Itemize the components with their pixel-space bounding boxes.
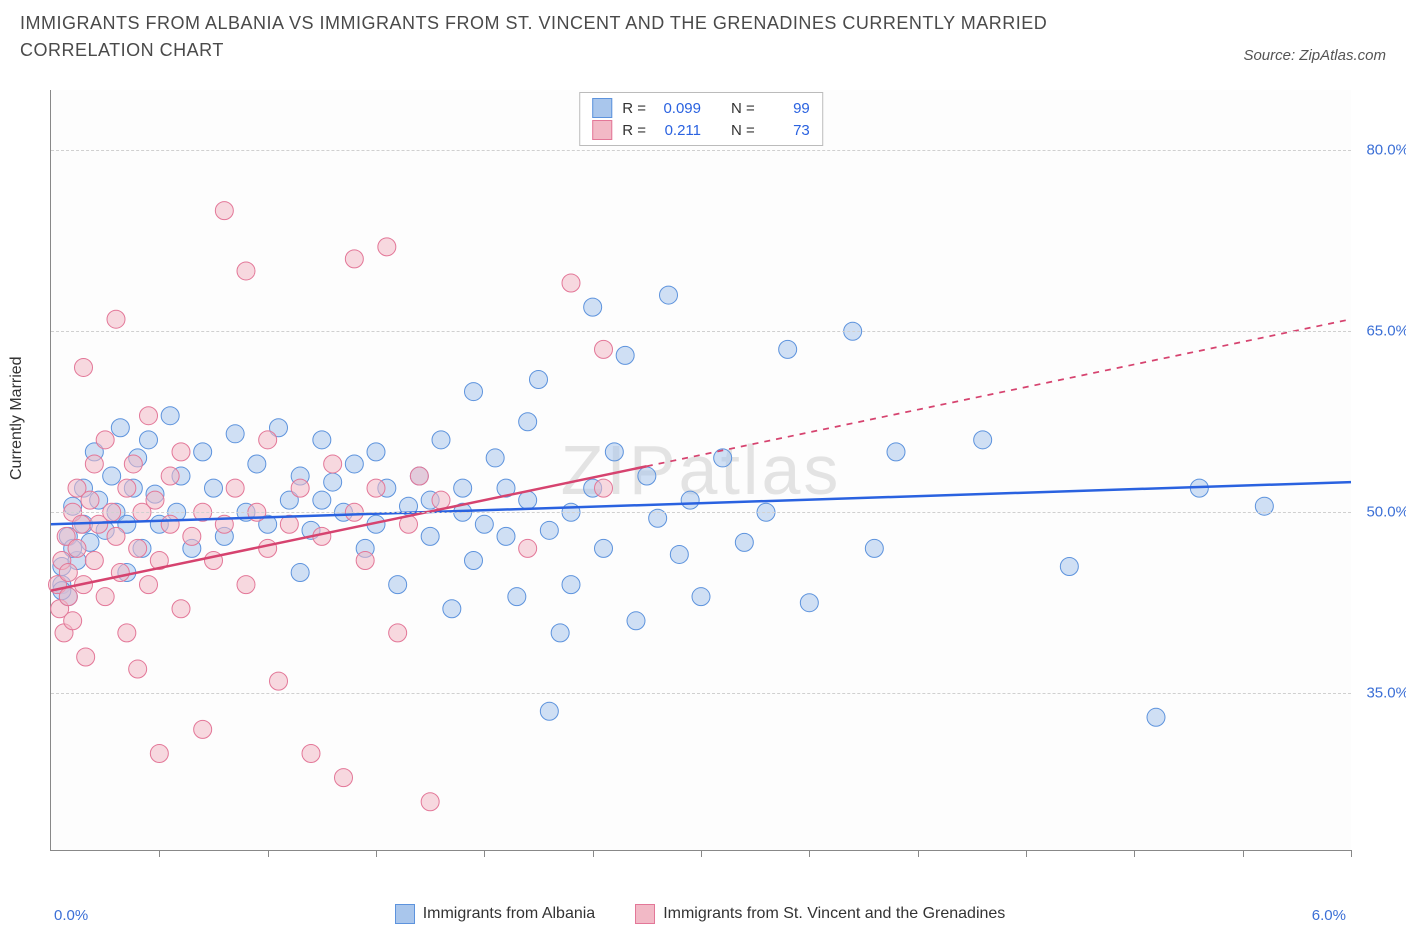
legend-label-stvincent: Immigrants from St. Vincent and the Gren…	[663, 905, 1005, 923]
legend-label-albania: Immigrants from Albania	[423, 905, 596, 923]
chart-plot-area: ZIPatlas R = 0.099 N = 99 R = 0.211 N = …	[50, 90, 1351, 851]
legend-item-albania: Immigrants from Albania	[395, 904, 596, 924]
r-label: R =	[622, 100, 646, 117]
n-value-albania: 99	[765, 100, 810, 117]
stats-legend: R = 0.099 N = 99 R = 0.211 N = 73	[579, 92, 823, 146]
y-tick-label: 35.0%	[1366, 685, 1406, 702]
x-axis-max: 6.0%	[1312, 907, 1346, 924]
y-tick-label: 80.0%	[1366, 142, 1406, 159]
source-label: Source: ZipAtlas.com	[1243, 47, 1386, 64]
x-tick	[1134, 850, 1135, 857]
stats-row-stvincent: R = 0.211 N = 73	[592, 120, 810, 140]
swatch-stvincent	[635, 904, 655, 924]
gridline	[51, 331, 1351, 332]
x-tick	[484, 850, 485, 857]
stats-row-albania: R = 0.099 N = 99	[592, 98, 810, 118]
gridline	[51, 512, 1351, 513]
gridline	[51, 150, 1351, 151]
y-axis-label: Currently Married	[8, 356, 26, 480]
chart-title: IMMIGRANTS FROM ALBANIA VS IMMIGRANTS FR…	[20, 10, 1120, 64]
n-label: N =	[731, 122, 755, 139]
swatch-albania	[592, 98, 612, 118]
r-value-stvincent: 0.211	[656, 122, 701, 139]
x-tick	[701, 850, 702, 857]
swatch-stvincent	[592, 120, 612, 140]
y-tick-label: 50.0%	[1366, 504, 1406, 521]
x-tick	[1243, 850, 1244, 857]
legend-item-stvincent: Immigrants from St. Vincent and the Gren…	[635, 904, 1005, 924]
x-tick	[159, 850, 160, 857]
r-label: R =	[622, 122, 646, 139]
n-value-stvincent: 73	[765, 122, 810, 139]
x-tick	[268, 850, 269, 857]
n-label: N =	[731, 100, 755, 117]
x-axis-min: 0.0%	[54, 907, 88, 924]
x-tick	[1026, 850, 1027, 857]
x-tick	[1351, 850, 1352, 857]
y-tick-label: 65.0%	[1366, 323, 1406, 340]
scatter-svg	[51, 90, 1351, 850]
header-row: IMMIGRANTS FROM ALBANIA VS IMMIGRANTS FR…	[0, 0, 1406, 64]
x-tick	[918, 850, 919, 857]
r-value-albania: 0.099	[656, 100, 701, 117]
x-tick	[376, 850, 377, 857]
bottom-legend: 0.0% Immigrants from Albania Immigrants …	[50, 904, 1350, 924]
x-tick	[593, 850, 594, 857]
x-tick	[809, 850, 810, 857]
swatch-albania	[395, 904, 415, 924]
gridline	[51, 693, 1351, 694]
